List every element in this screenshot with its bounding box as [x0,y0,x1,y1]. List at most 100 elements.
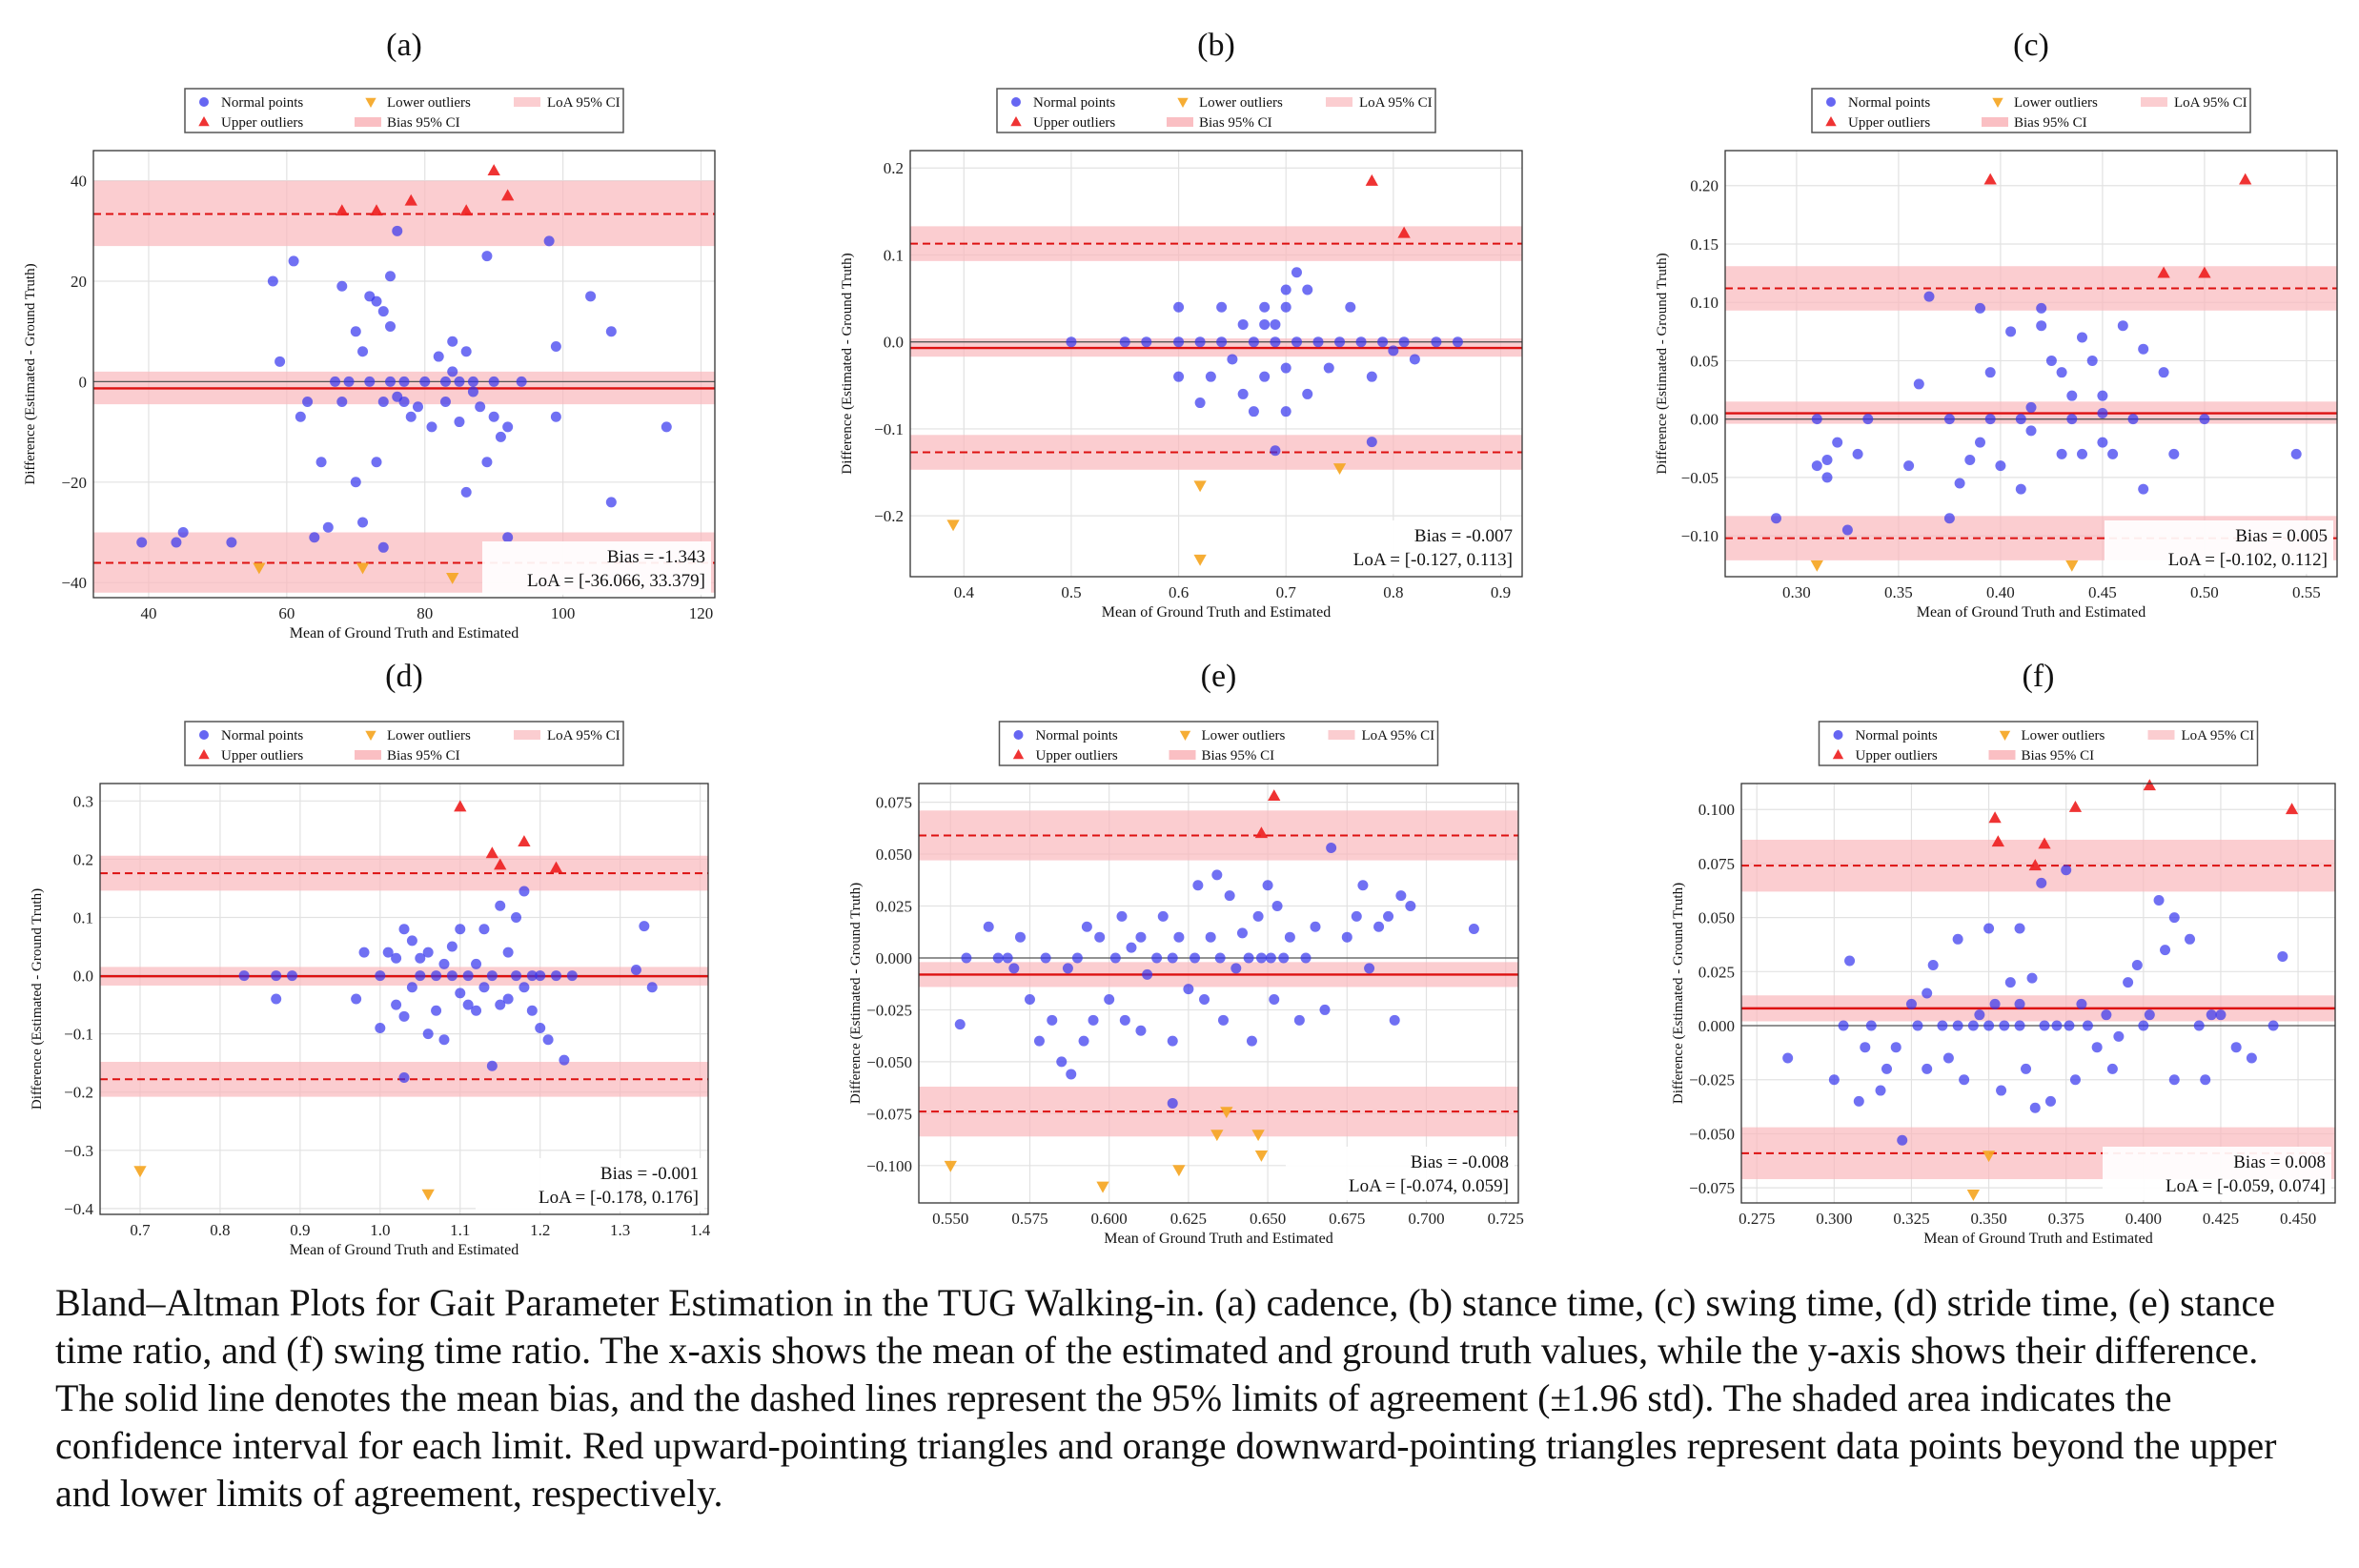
x-tick-label: 100 [551,604,576,622]
normal-point [433,351,444,362]
normal-point [330,376,341,387]
normal-point [462,970,474,982]
bias-text: Bias = -0.001 [600,1164,699,1184]
normal-point [1237,318,1249,330]
normal-point [511,911,522,923]
y-tick-labels: −0.100 −0.075 −0.050 −0.025 0.000 0.025 0.050 0… [866,794,912,1175]
normal-point [467,386,478,397]
y-tick-labels: −0.4 −0.3 −0.2 −0.1 0.0 0.1 0.2 0.3 [64,792,93,1218]
legend-loa-label: LoA 95% CI [547,728,620,743]
normal-point [358,947,370,958]
normal-point [1081,921,1092,932]
normal-point [1468,923,1479,934]
legend-lower-label: Lower outliers [387,95,471,111]
normal-point [2026,972,2038,984]
normal-point [1952,1020,1963,1031]
legend-upper-label: Upper outliers [1848,115,1930,131]
upper-outlier-point [2028,859,2042,871]
normal-point [2036,877,2047,888]
normal-point [1094,931,1106,943]
normal-point [422,947,434,958]
plot-frame [1724,150,2338,578]
upper-outlier-point [549,861,563,873]
normal-point [1088,1014,1099,1026]
y-tick-label: 0.075 [1698,855,1735,873]
normal-point [2082,1020,2093,1031]
normal-point [2107,448,2119,459]
lower-outlier-point [1966,1190,1981,1201]
bias-text: Bias = -0.008 [1411,1152,1509,1172]
normal-point [605,497,617,508]
normal-point [1190,952,1201,964]
normal-point [1216,301,1228,313]
figure-caption: Bland–Altman Plots for Gait Parameter Es… [55,1281,2277,1515]
x-tick-label: 0.4 [954,583,975,601]
normal-point [1040,952,1051,964]
normal-point [2127,414,2139,425]
normal-point [1996,1085,2007,1096]
normal-point [1214,952,1226,964]
y-tick-label: 0.20 [1690,177,1718,195]
upper-outlier-point [370,204,383,216]
normal-point [1014,931,1026,943]
normal-point [2138,483,2149,495]
upper-outlier-point [485,846,498,859]
normal-point [1259,318,1271,330]
lower-outlier-point [1982,1151,1996,1163]
normal-point [1216,336,1228,348]
y-tick-label: 0.0 [73,967,93,986]
normal-point [1280,362,1291,374]
y-axis-label: Difference (Estimated - Ground Truth) [848,883,864,1104]
normal-point [1405,901,1416,912]
legend-lower-marker [365,730,376,741]
normal-point [415,952,426,964]
x-tick-label: 0.450 [2280,1210,2316,1228]
normal-point [1975,302,1985,314]
normal-point [382,947,394,958]
x-tick-label: 0.650 [1250,1210,1286,1228]
normal-point [1141,336,1152,348]
lower-outlier-point [446,573,459,584]
normal-point [511,970,522,982]
panel-title: (c) [2013,28,2049,63]
normal-point [1897,1134,1908,1146]
y-tick-label: 0.025 [1698,963,1735,981]
legend-normal-label: Normal points [1848,95,1930,111]
x-tick-label: 0.425 [2203,1210,2239,1228]
legend-loa-swatch [514,730,540,740]
stats-box [2105,520,2333,574]
legend-lower-marker [365,97,376,108]
normal-point [375,1023,386,1034]
normal-point [398,1010,410,1022]
normal-point [336,280,348,292]
y-tick-label: 0.075 [876,794,912,812]
normal-point [1270,318,1281,330]
normal-point [392,225,403,236]
legend-frame [184,88,624,133]
legend-frame [998,721,1439,766]
y-tick-label: −0.075 [866,1105,912,1123]
loa-text: LoA = [-0.102, 0.112] [2168,550,2328,570]
normal-point [1983,923,1995,934]
y-tick-label: 0.050 [1698,909,1735,927]
normal-point [2015,483,2026,495]
y-tick-label: 0.000 [1698,1017,1735,1035]
upper-outliers [336,164,515,216]
normal-point [1024,994,1035,1006]
y-tick-label: 0.050 [876,845,912,864]
normal-point [438,958,450,969]
normal-points [238,886,658,1083]
lower-outlier-point [1332,463,1347,475]
normal-point [1243,952,1254,964]
normal-point [322,521,334,533]
y-tick-label: −0.025 [866,1001,912,1019]
y-tick-label: 0.3 [73,792,93,810]
normal-point [502,993,514,1005]
normal-point [1116,910,1128,922]
normal-point [1853,1095,1864,1107]
normal-point [1881,1063,1893,1074]
normal-point [585,291,597,302]
normal-point [1995,460,2006,472]
normal-point [1183,984,1194,995]
